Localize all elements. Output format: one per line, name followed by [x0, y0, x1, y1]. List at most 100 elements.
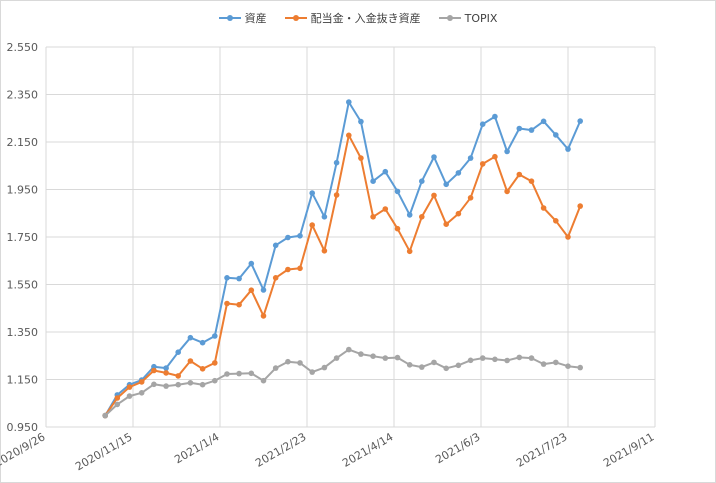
data-point	[272, 242, 279, 249]
data-point	[443, 221, 450, 227]
data-point	[321, 214, 328, 220]
data-point	[333, 355, 340, 361]
y-tick-label: 2.150	[7, 136, 39, 149]
data-point	[163, 383, 169, 389]
data-point	[455, 170, 462, 176]
data-point	[285, 234, 291, 241]
data-point	[479, 121, 486, 127]
x-tick-label: 2021/7/23	[514, 430, 569, 469]
y-tick-label: 2.550	[7, 41, 39, 54]
data-point	[370, 178, 376, 184]
data-point	[321, 248, 328, 254]
data-point	[260, 287, 267, 293]
data-point	[553, 218, 559, 224]
x-tick-label: 2021/2/23	[253, 430, 308, 469]
data-point	[138, 390, 145, 396]
data-point	[577, 118, 583, 124]
data-point	[126, 384, 133, 390]
data-point	[553, 132, 559, 138]
data-point	[565, 234, 571, 240]
legend-item-assets: 資産	[218, 10, 267, 26]
data-point	[346, 132, 352, 139]
data-point	[346, 346, 352, 353]
y-tick-label: 1.950	[7, 184, 39, 197]
legend-swatch-orange	[284, 13, 307, 23]
data-point	[346, 99, 352, 105]
data-point	[540, 205, 547, 211]
data-point	[102, 412, 108, 419]
data-point	[516, 125, 523, 132]
legend-label-adjusted-assets: 配当金・入金抜き資産	[310, 12, 421, 25]
data-point	[236, 275, 242, 282]
data-point	[455, 362, 462, 369]
x-tick-label: 2021/4/14	[340, 430, 395, 469]
data-point	[175, 373, 181, 379]
data-point	[187, 358, 194, 364]
data-point	[163, 365, 169, 371]
data-point	[394, 225, 401, 232]
legend-item-adjusted-assets: 配当金・入金抜き資産	[284, 10, 421, 26]
data-point	[467, 155, 474, 161]
data-point	[370, 353, 376, 360]
data-point	[406, 248, 413, 255]
data-point	[358, 118, 364, 125]
y-tick-label: 0.950	[7, 421, 39, 434]
y-tick-label: 2.350	[7, 89, 39, 102]
data-point	[467, 357, 474, 364]
data-point	[382, 355, 389, 361]
data-point	[443, 365, 450, 372]
data-point	[504, 148, 510, 155]
y-tick-label: 1.550	[7, 279, 39, 292]
data-point	[309, 190, 316, 196]
data-point	[516, 171, 523, 178]
data-point	[528, 127, 535, 133]
data-point	[285, 266, 291, 273]
data-point	[285, 358, 291, 365]
legend-swatch-gray	[438, 13, 461, 23]
data-point	[419, 178, 425, 184]
data-point	[114, 401, 121, 408]
data-point	[431, 359, 437, 366]
legend-label-assets: 資産	[244, 12, 267, 25]
data-point	[419, 214, 425, 220]
data-point	[382, 168, 389, 175]
data-point	[565, 146, 571, 152]
x-tick-label: 2020/11/15	[73, 430, 134, 473]
series-line-1	[104, 134, 582, 417]
data-point	[394, 354, 401, 361]
data-point	[248, 260, 255, 267]
data-point	[406, 212, 413, 218]
x-tick-label: 2021/6/3	[433, 430, 482, 466]
data-point	[224, 371, 230, 377]
data-point	[212, 333, 218, 339]
y-tick-label: 1.750	[7, 231, 39, 244]
data-point	[492, 356, 498, 363]
data-point	[224, 300, 230, 307]
data-point	[212, 360, 218, 366]
data-point	[565, 363, 571, 370]
data-point	[248, 287, 255, 294]
data-point	[358, 155, 364, 161]
data-point	[248, 370, 255, 377]
data-point	[138, 379, 145, 385]
data-point	[467, 195, 474, 201]
x-tick-label: 2020/9/26	[0, 430, 48, 469]
data-point	[114, 395, 121, 401]
data-point	[309, 222, 316, 228]
data-point	[199, 366, 206, 372]
data-point	[309, 369, 316, 375]
data-point	[577, 203, 583, 209]
data-point	[431, 192, 437, 199]
data-point	[297, 360, 303, 366]
data-point	[333, 192, 340, 198]
data-point	[272, 275, 279, 281]
data-point	[479, 355, 486, 361]
y-tick-label: 1.150	[7, 374, 39, 387]
data-point	[540, 118, 547, 125]
data-point	[528, 355, 535, 361]
data-point	[553, 359, 559, 366]
data-point	[394, 188, 401, 195]
data-point	[175, 381, 181, 388]
data-point	[516, 354, 523, 361]
data-point	[151, 381, 157, 388]
